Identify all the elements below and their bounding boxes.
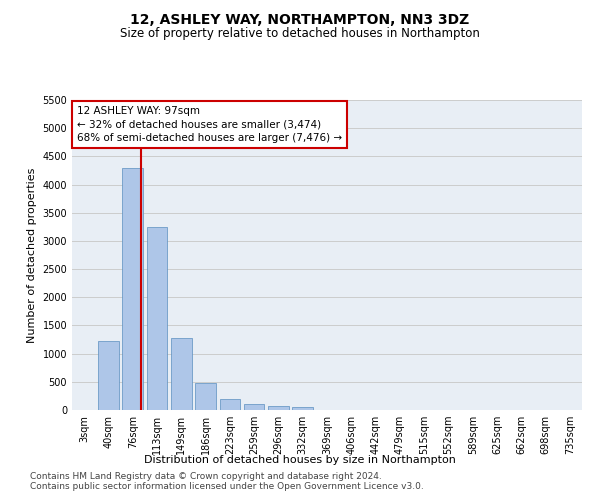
Bar (195, 383, 216, 410)
Text: 12 ASHLEY WAY: 97sqm
← 32% of detached houses are smaller (3,474)
68% of semi-de: 12 ASHLEY WAY: 97sqm ← 32% of detached h… (77, 106, 342, 142)
Bar (268, 406, 289, 410)
Bar (98, 340, 119, 410)
Text: Contains public sector information licensed under the Open Government Licence v3: Contains public sector information licen… (30, 482, 424, 491)
Text: Distribution of detached houses by size in Northampton: Distribution of detached houses by size … (144, 455, 456, 465)
Y-axis label: Number of detached properties: Number of detached properties (27, 168, 37, 342)
Bar (244, 404, 265, 410)
Bar (122, 168, 143, 410)
Text: Size of property relative to detached houses in Northampton: Size of property relative to detached ho… (120, 28, 480, 40)
Text: 12, ASHLEY WAY, NORTHAMPTON, NN3 3DZ: 12, ASHLEY WAY, NORTHAMPTON, NN3 3DZ (130, 12, 470, 26)
Text: Contains HM Land Registry data © Crown copyright and database right 2024.: Contains HM Land Registry data © Crown c… (30, 472, 382, 481)
Bar (292, 407, 313, 410)
Bar (146, 227, 167, 410)
Bar (171, 338, 191, 410)
Bar (220, 398, 240, 410)
